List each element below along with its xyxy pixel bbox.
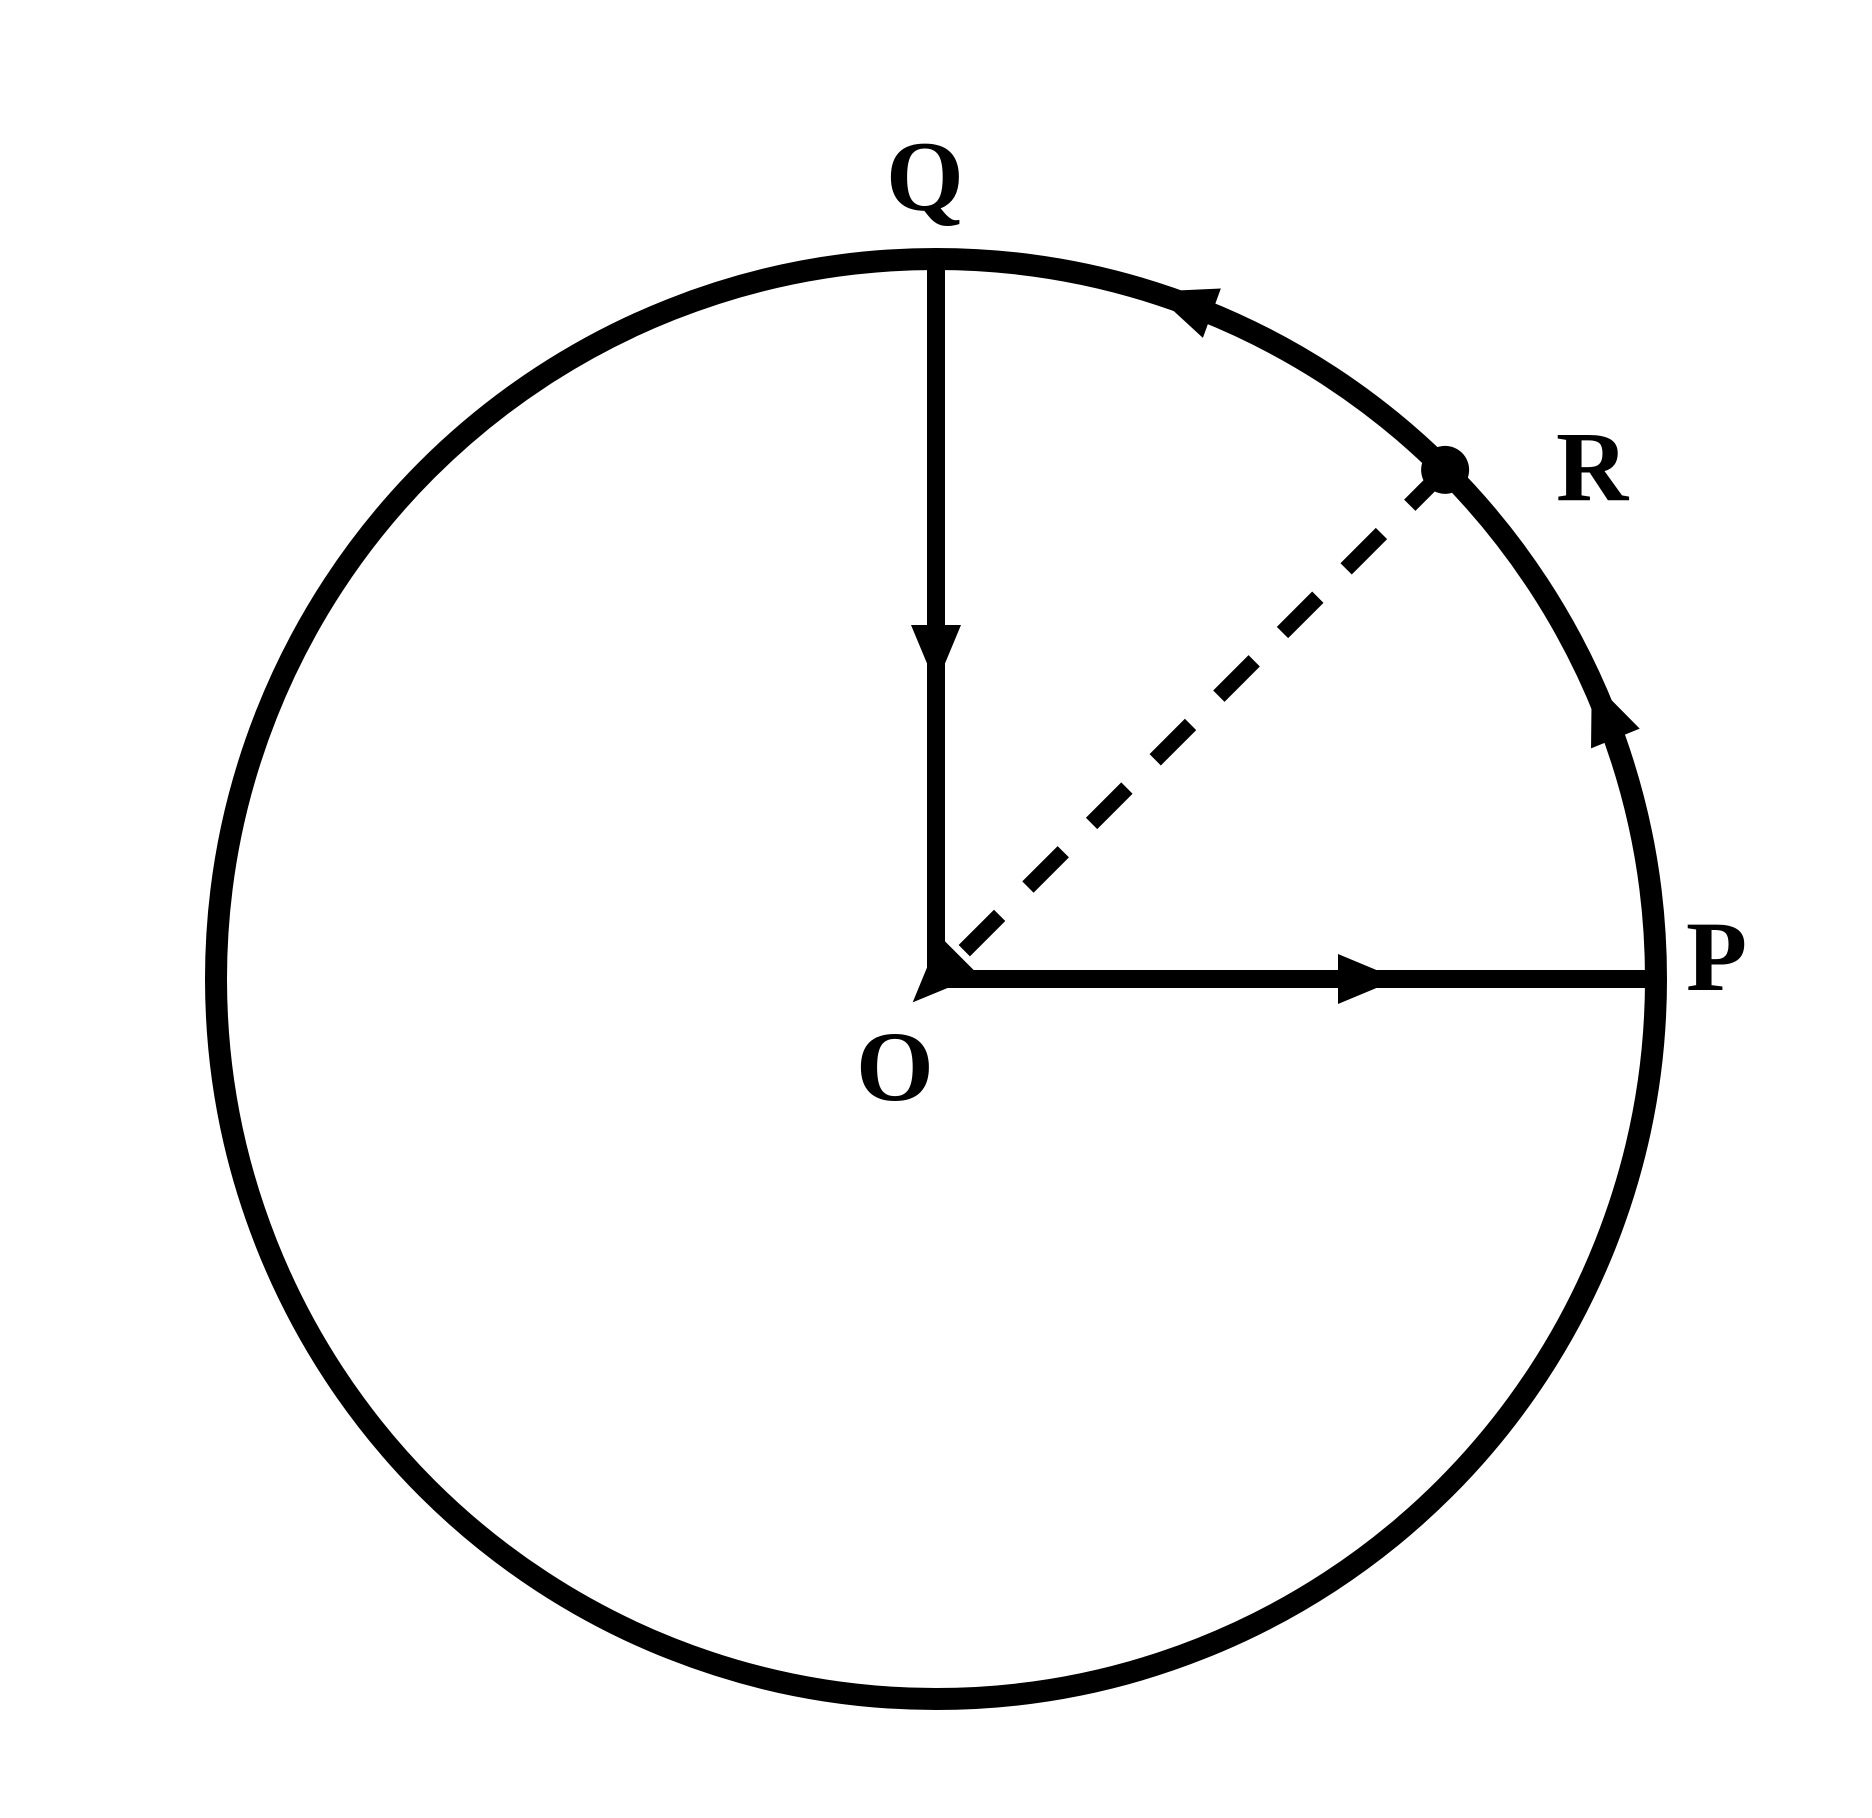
- diagram-container: O P Q R: [86, 59, 1786, 1759]
- arrow-arc-PR: [1591, 680, 1640, 748]
- label-R: R: [1556, 409, 1628, 524]
- arrow-arc-RQ: [1153, 289, 1221, 338]
- radius-RO: [936, 470, 1445, 979]
- label-O: O: [856, 1009, 934, 1124]
- label-P: P: [1686, 899, 1747, 1014]
- arrow-QO: [911, 625, 961, 685]
- arrow-OP: [1338, 954, 1398, 1004]
- point-R-dot: [1421, 446, 1469, 494]
- label-Q: Q: [886, 119, 964, 234]
- circle-diagram-svg: [86, 59, 1786, 1759]
